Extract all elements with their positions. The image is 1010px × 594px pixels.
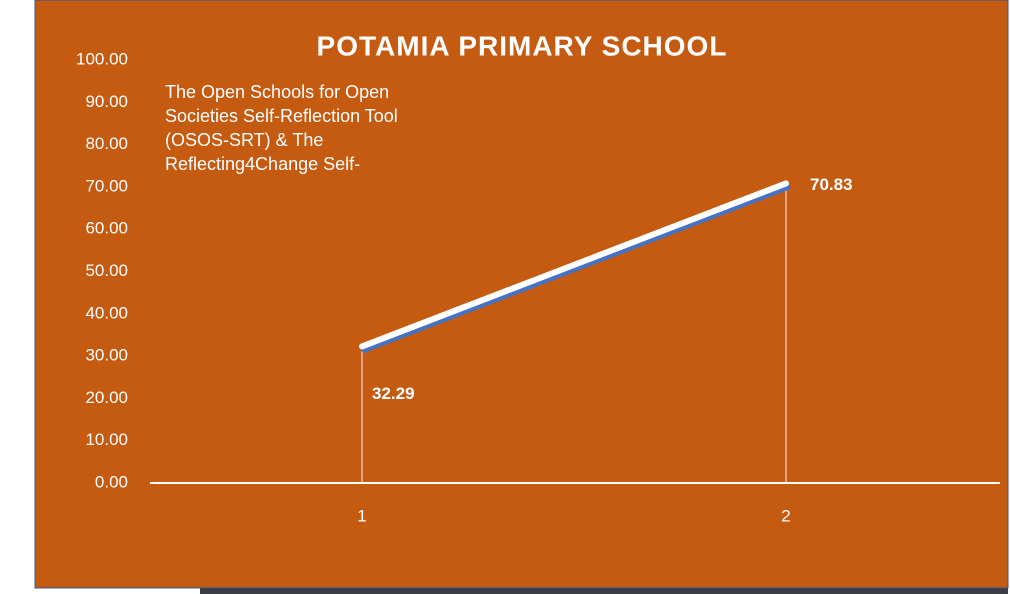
y-tick-label: 30.00 [85, 346, 128, 365]
chart-title: POTAMIA PRIMARY SCHOOL [317, 30, 728, 61]
y-tick-label: 70.00 [85, 176, 128, 195]
y-tick-label: 100.00 [76, 49, 128, 68]
y-tick-label: 0.00 [95, 472, 128, 491]
chart: POTAMIA PRIMARY SCHOOL The Open Schools … [0, 0, 1010, 594]
y-tick-label: 90.00 [85, 92, 128, 111]
y-tick-label: 60.00 [85, 219, 128, 238]
annotation-line: Reflecting4Change Self- [165, 154, 360, 174]
y-tick-label: 50.00 [85, 261, 128, 280]
x-tick-label: 2 [781, 506, 790, 525]
y-tick-label: 80.00 [85, 134, 128, 153]
data-label: 32.29 [372, 384, 415, 403]
x-tick-label: 1 [357, 506, 366, 525]
y-tick-label: 20.00 [85, 388, 128, 407]
annotation-line: Societies Self-Reflection Tool [165, 106, 398, 126]
annotation-line: (OSOS-SRT) & The [165, 130, 323, 150]
y-tick-label: 10.00 [85, 430, 128, 449]
annotation-line: The Open Schools for Open [165, 82, 389, 102]
y-tick-label: 40.00 [85, 303, 128, 322]
data-label: 70.83 [810, 175, 853, 194]
